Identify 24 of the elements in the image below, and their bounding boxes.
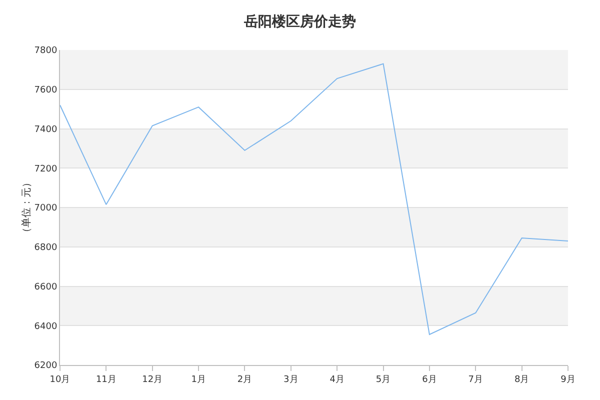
y-axis-title: （单位：元） [20,178,32,238]
y-tick-label: 7600 [34,86,58,96]
chart-title: 岳阳楼区房价走势 [243,12,356,30]
x-tick-label: 5月 [376,374,391,385]
x-tick-label: 4月 [330,374,344,385]
y-tick-label: 6800 [34,243,58,254]
x-tick-label: 9月 [560,374,576,385]
x-tick-label: 7月 [468,374,484,385]
y-tick-label: 7000 [34,204,58,214]
x-tick-label: 6月 [422,374,437,385]
y-tick-label: 6400 [34,322,58,332]
y-tick-label: 6600 [34,282,58,292]
y-tick-label: 7200 [34,164,58,174]
line-series [60,63,568,335]
y-tick-label: 7800 [34,46,58,56]
y-tick-label: 6200 [34,361,58,372]
x-tick-label: 1月 [191,374,206,385]
y-tick-label: 7400 [34,124,58,135]
x-tick-label: 12月 [142,374,163,385]
x-tick-label: 8月 [514,374,530,385]
x-tick-label: 2月 [237,374,252,385]
x-tick-label: 11月 [96,374,116,385]
x-tick-label: 3月 [284,374,298,385]
x-tick-label: 10月 [50,374,70,385]
